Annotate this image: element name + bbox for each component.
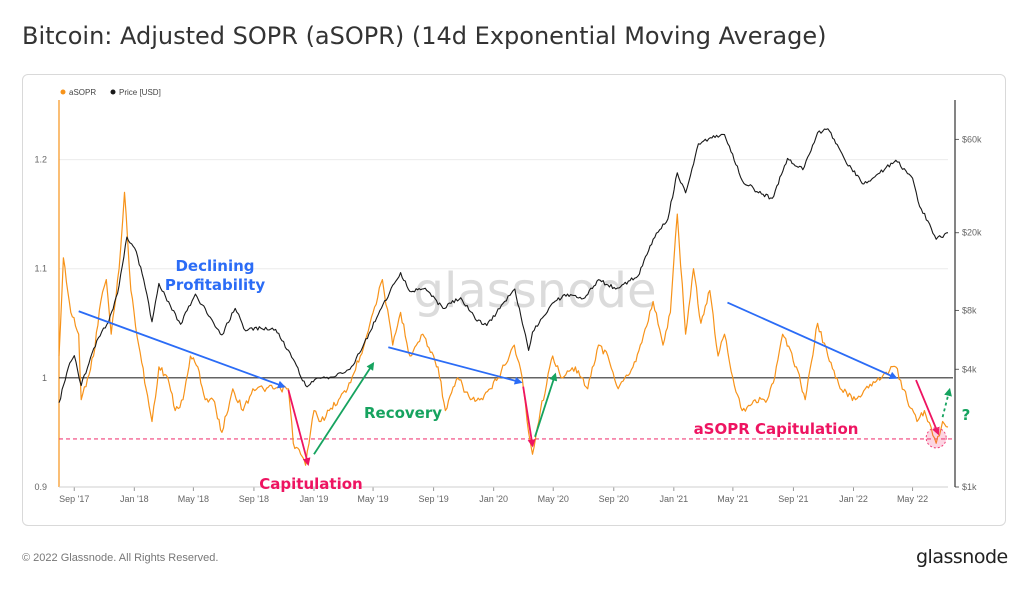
- legend-swatch: [110, 89, 116, 95]
- annotation-line: Declining: [175, 257, 254, 275]
- y-left-tick-label: 0.9: [34, 482, 47, 492]
- chart-container: glassnode 0.9 1 1.1 1.2 $1k $4k $8k $20k $60k Sep…: [22, 74, 1006, 526]
- chart-legend: aSOPR Price [USD]: [60, 88, 161, 97]
- x-tick-label: Jan '18: [120, 494, 149, 504]
- annotation-label: Declining Profitability: [165, 257, 265, 294]
- copyright-text: © 2022 Glassnode. All Rights Reserved.: [22, 552, 219, 564]
- y-right-tick-label: $20k: [962, 228, 982, 238]
- page-title: Bitcoin: Adjusted SOPR (aSOPR) (14d Expo…: [22, 22, 827, 50]
- annotation-labels: Declining Profitability Capitulation Recove…: [165, 257, 970, 493]
- x-tick-label: Jan '20: [479, 494, 508, 504]
- x-tick-label: Jan '21: [659, 494, 688, 504]
- x-tick-label: Jan '22: [839, 494, 868, 504]
- annotation-arrows: [78, 301, 952, 467]
- annotation-line: Recovery: [364, 404, 442, 422]
- y-left-tick-label: 1.2: [34, 155, 47, 165]
- asopr-chart: glassnode 0.9 1 1.1 1.2 $1k $4k $8k $20k $60k Sep…: [34, 88, 982, 504]
- glassnode-watermark: glassnode: [413, 263, 656, 319]
- x-tick-label: Sep '21: [778, 494, 808, 504]
- blue-annotation-arrow: [727, 301, 898, 380]
- annotation-line: aSOPR Capitulation: [694, 420, 859, 438]
- y-right-tick-label: $8k: [962, 305, 977, 315]
- x-tick-label: May '20: [538, 494, 569, 504]
- legend-label: Price [USD]: [119, 88, 161, 97]
- y-right-tick-label: $4k: [962, 364, 977, 374]
- annotation-line: Capitulation: [259, 475, 362, 493]
- capitulation-marker: [925, 427, 947, 449]
- annotation-line: ?: [962, 406, 971, 424]
- y-right-tick-label: $1k: [962, 482, 977, 492]
- annotation-label: Capitulation: [259, 475, 362, 493]
- annotation-label: Recovery: [364, 404, 442, 422]
- legend-swatch: [60, 89, 66, 95]
- legend-label: aSOPR: [69, 88, 96, 97]
- green-annotation-arrow: [941, 387, 952, 418]
- glassnode-logo[interactable]: glassnode: [916, 546, 1008, 568]
- y-right-tick-label: $60k: [962, 134, 982, 144]
- red-annotation-arrow: [522, 386, 536, 448]
- y-left-tick-label: 1: [42, 373, 47, 383]
- green-annotation-arrow: [313, 361, 375, 455]
- x-tick-label: May '19: [357, 494, 388, 504]
- x-tick-label: Sep '18: [239, 494, 269, 504]
- blue-annotation-arrow: [388, 346, 523, 385]
- y-left-tick-label: 1.1: [34, 264, 47, 274]
- red-annotation-arrow: [287, 389, 311, 467]
- x-tick-label: May '21: [717, 494, 748, 504]
- red-annotation-arrow: [915, 379, 940, 436]
- blue-annotation-arrow: [78, 310, 286, 389]
- green-annotation-arrow: [534, 372, 558, 438]
- x-tick-label: Sep '19: [418, 494, 448, 504]
- x-tick-label: Sep '20: [599, 494, 629, 504]
- annotation-label: ?: [962, 406, 971, 424]
- x-tick-label: May '18: [178, 494, 209, 504]
- x-tick-label: Jan '19: [300, 494, 329, 504]
- axes: 0.9 1 1.1 1.2 $1k $4k $8k $20k $60k Sep '17 Jan '1…: [34, 100, 982, 504]
- annotation-label: aSOPR Capitulation: [694, 420, 859, 438]
- annotation-line: Profitability: [165, 276, 265, 294]
- series-lines: [58, 128, 949, 466]
- x-tick-label: Sep '17: [59, 494, 89, 504]
- asopr-series-line: [58, 191, 949, 466]
- price-series-line: [58, 128, 949, 403]
- x-tick-label: May '22: [897, 494, 928, 504]
